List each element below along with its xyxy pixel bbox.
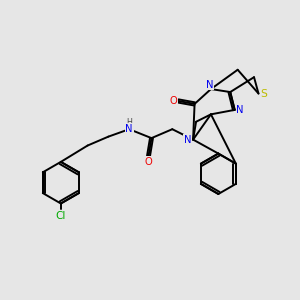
Text: Cl: Cl [56, 211, 66, 221]
Text: O: O [169, 96, 177, 106]
Text: N: N [206, 80, 213, 90]
Text: H: H [126, 118, 132, 127]
Text: N: N [236, 105, 244, 115]
Text: N: N [184, 135, 191, 145]
Text: S: S [260, 88, 267, 98]
Text: N: N [125, 124, 133, 134]
Text: O: O [145, 157, 152, 167]
